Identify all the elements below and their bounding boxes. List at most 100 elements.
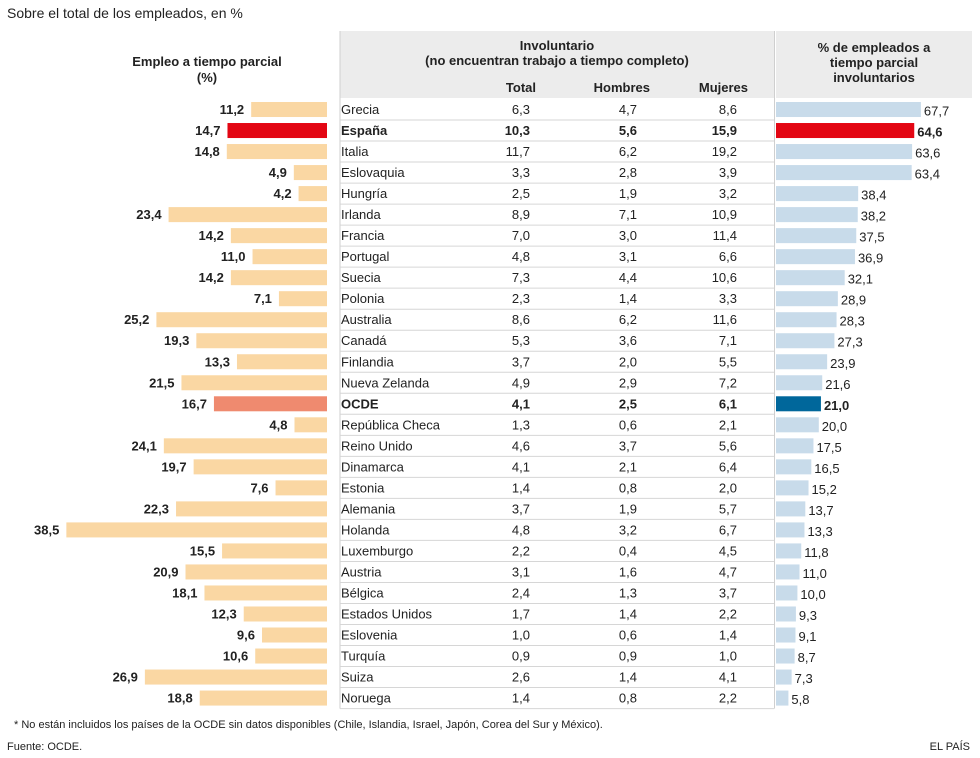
part-time-bar <box>196 333 327 349</box>
source-note: Fuente: OCDE. <box>7 741 83 753</box>
involuntary-total-cell: 4,1 <box>512 396 530 411</box>
involuntary-men-cell: 1,4 <box>619 291 637 306</box>
involuntary-header-background <box>340 31 774 98</box>
involuntary-men-cell: 1,3 <box>619 585 637 600</box>
country-label: Suiza <box>341 670 374 685</box>
country-label: Estados Unidos <box>341 606 433 621</box>
column-header-men: Hombres <box>593 80 650 95</box>
country-label: Suecia <box>341 270 382 285</box>
part-time-bar <box>163 438 327 454</box>
involuntary-women-cell: 10,6 <box>712 270 737 285</box>
involuntary-total-cell: 2,2 <box>512 543 530 558</box>
involuntary-share-value-label: 10,0 <box>800 587 825 602</box>
involuntary-women-cell: 2,1 <box>719 417 737 432</box>
part-time-bar <box>213 396 327 412</box>
part-time-value-label: 4,8 <box>269 417 287 432</box>
involuntary-men-cell: 3,7 <box>619 438 637 453</box>
part-time-bar <box>204 585 327 601</box>
involuntary-share-bar <box>776 249 855 265</box>
part-time-value-label: 11,2 <box>220 102 245 117</box>
involuntary-total-cell: 3,7 <box>512 354 530 369</box>
part-time-bar <box>278 291 327 307</box>
involuntary-share-value-label: 28,9 <box>841 293 866 308</box>
involuntary-share-value-label: 38,4 <box>861 188 886 203</box>
involuntary-total-cell: 1,7 <box>512 606 530 621</box>
involuntary-women-cell: 6,4 <box>719 459 737 474</box>
involuntary-share-value-label: 21,0 <box>824 398 849 413</box>
involuntary-share-value-label: 23,9 <box>830 356 855 371</box>
involuntary-total-cell: 4,8 <box>512 522 530 537</box>
part-time-bar <box>230 270 327 286</box>
part-time-value-label: 9,6 <box>237 628 255 643</box>
involuntary-women-cell: 8,6 <box>719 102 737 117</box>
part-time-bar <box>243 606 327 622</box>
country-label: Polonia <box>341 291 385 306</box>
involuntary-men-cell: 4,4 <box>619 270 637 285</box>
footnote: * No están incluidos los países de la OC… <box>14 719 603 731</box>
part-time-value-label: 24,1 <box>132 438 157 453</box>
involuntary-share-value-label: 63,4 <box>915 167 940 182</box>
involuntary-header-line2: (no encuentran trabajo a tiempo completo… <box>425 53 689 68</box>
part-time-value-label: 12,3 <box>211 606 236 621</box>
involuntary-women-cell: 1,0 <box>719 649 737 664</box>
involuntary-women-cell: 2,2 <box>719 606 737 621</box>
part-time-value-label: 4,2 <box>273 186 291 201</box>
involuntary-header-line1: Involuntario <box>519 38 595 53</box>
involuntary-women-cell: 4,5 <box>719 543 737 558</box>
country-label: Finlandia <box>341 354 395 369</box>
involuntary-share-bar <box>776 102 921 118</box>
involuntary-share-bar <box>776 564 800 580</box>
involuntary-share-bar <box>776 648 795 664</box>
country-label: Grecia <box>341 102 380 117</box>
involuntary-share-bar <box>776 690 789 706</box>
part-time-value-label: 14,8 <box>194 144 219 159</box>
part-time-bar <box>294 417 327 433</box>
involuntary-share-value-label: 9,1 <box>798 629 816 644</box>
share-header-line3: involuntarios <box>833 70 915 85</box>
involuntary-share-bar <box>776 627 796 643</box>
involuntary-women-cell: 5,6 <box>719 438 737 453</box>
part-time-value-label: 14,2 <box>199 228 224 243</box>
part-time-bar <box>227 123 327 139</box>
involuntary-share-bar <box>776 333 835 349</box>
involuntary-share-bar <box>776 543 802 559</box>
involuntary-total-cell: 7,3 <box>512 270 530 285</box>
involuntary-total-cell: 4,8 <box>512 249 530 264</box>
involuntary-men-cell: 1,9 <box>619 501 637 516</box>
involuntary-women-cell: 3,3 <box>719 291 737 306</box>
involuntary-share-bar <box>776 270 845 286</box>
involuntary-total-cell: 1,0 <box>512 628 530 643</box>
involuntary-total-cell: 0,9 <box>512 649 530 664</box>
involuntary-share-bar <box>776 522 805 538</box>
part-time-value-label: 20,9 <box>153 564 178 579</box>
involuntary-men-cell: 3,1 <box>619 249 637 264</box>
share-header-background <box>776 31 972 98</box>
involuntary-share-value-label: 38,2 <box>861 209 886 224</box>
involuntary-men-cell: 1,9 <box>619 186 637 201</box>
involuntary-share-bar <box>776 459 812 475</box>
country-label: Alemania <box>341 501 396 516</box>
involuntary-women-cell: 3,7 <box>719 585 737 600</box>
involuntary-share-bar <box>776 669 792 685</box>
involuntary-share-bar <box>776 186 859 202</box>
involuntary-women-cell: 11,4 <box>713 228 737 243</box>
involuntary-share-bar <box>776 396 821 412</box>
involuntary-share-value-label: 11,8 <box>804 545 828 560</box>
country-label: República Checa <box>341 417 441 432</box>
involuntary-women-cell: 1,4 <box>719 628 737 643</box>
involuntary-share-value-label: 7,3 <box>795 671 813 686</box>
involuntary-total-cell: 2,4 <box>512 585 530 600</box>
part-time-value-label: 21,5 <box>149 375 174 390</box>
country-label: Estonia <box>341 480 385 495</box>
involuntary-share-value-label: 36,9 <box>858 251 883 266</box>
involuntary-men-cell: 7,1 <box>619 207 637 222</box>
involuntary-women-cell: 10,9 <box>712 207 737 222</box>
part-time-bar <box>156 312 327 328</box>
part-time-bar <box>255 648 327 664</box>
involuntary-men-cell: 0,6 <box>619 628 637 643</box>
involuntary-share-value-label: 17,5 <box>816 440 841 455</box>
part-time-bar <box>230 228 327 244</box>
part-time-bar <box>193 459 327 475</box>
part-time-value-label: 26,9 <box>113 670 138 685</box>
involuntary-women-cell: 2,2 <box>719 691 737 706</box>
